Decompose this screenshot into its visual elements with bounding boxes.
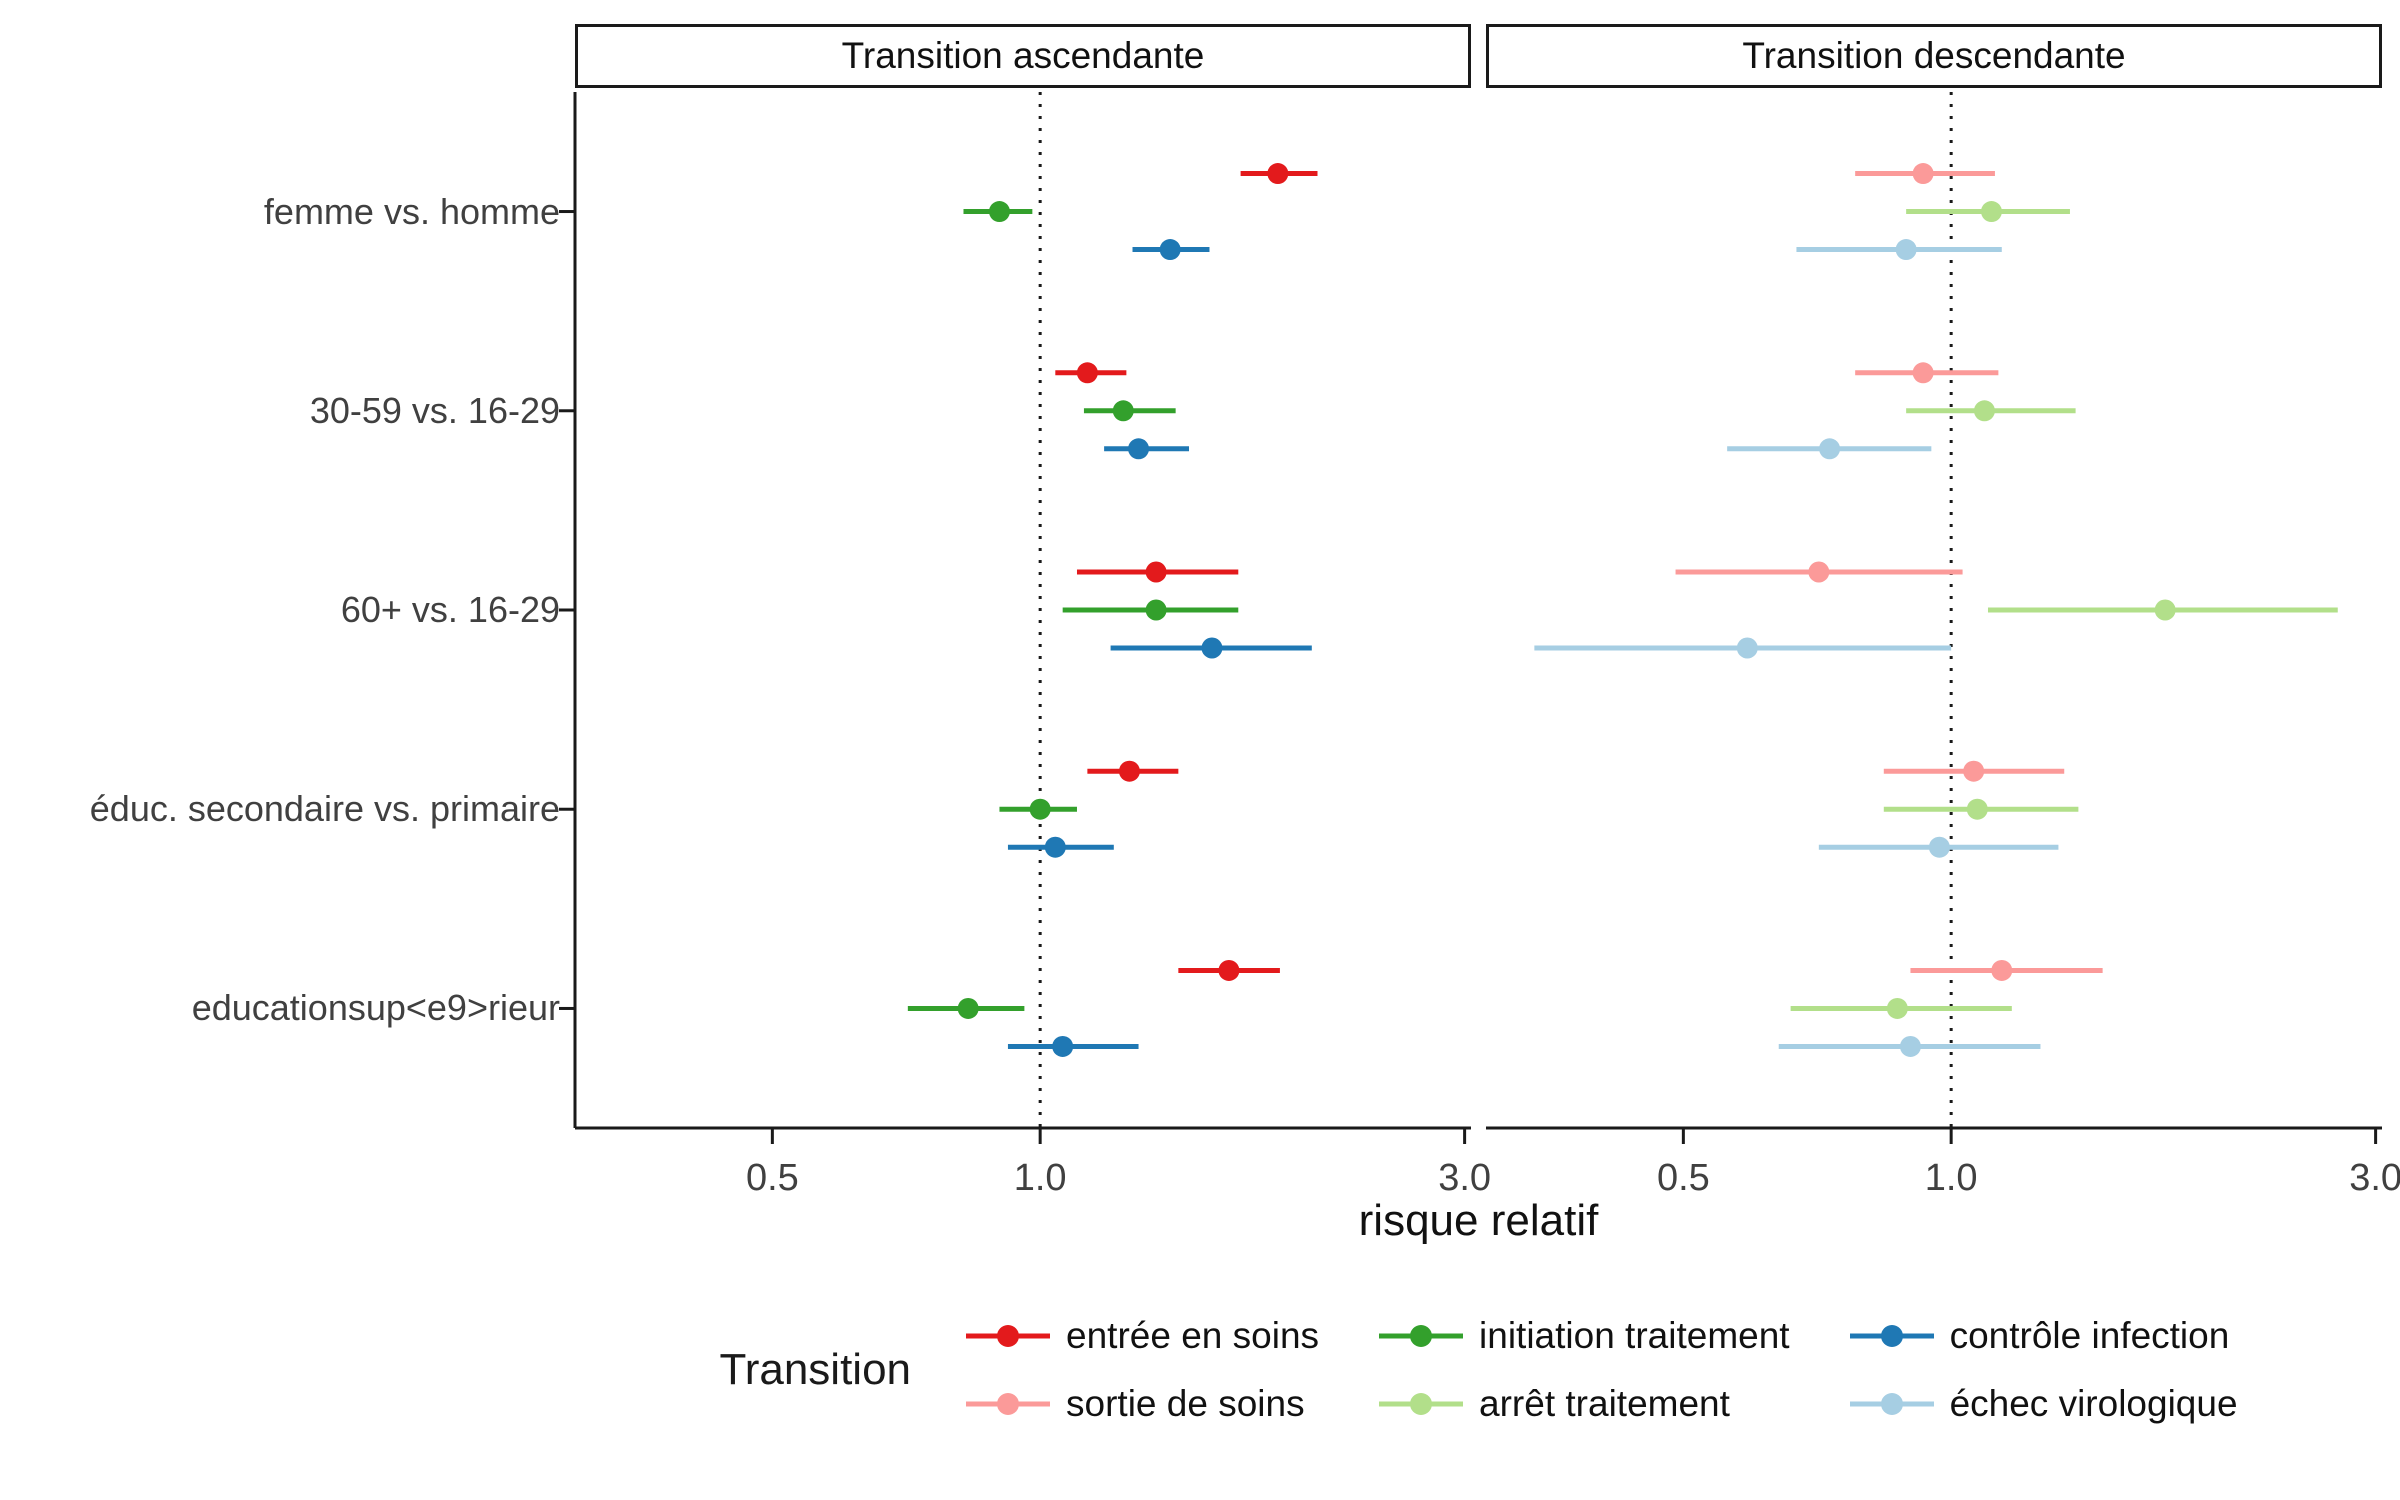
point-estimate	[1963, 760, 1985, 782]
y-axis-label-educ-secondaire-vs-primaire: éduc. secondaire vs. primaire	[89, 788, 560, 830]
x-tick-label: 1.0	[1014, 1157, 1067, 1199]
legend-item-label: arrêt traitement	[1479, 1383, 1730, 1424]
legend-title: Transition	[719, 1345, 912, 1394]
legend-item-label: échec virologique	[1949, 1383, 2238, 1424]
y-axis-label-60-vs-16-29: 60+ vs. 16-29	[340, 589, 560, 630]
point-estimate	[1118, 760, 1140, 782]
point-estimate	[1991, 959, 2013, 981]
legend-key-icon	[1849, 1393, 1934, 1415]
legend-key-icon	[1379, 1325, 1464, 1347]
point-estimate	[1899, 1035, 1921, 1057]
x-tick-label: 3.0	[1438, 1157, 1491, 1199]
point-estimate	[1980, 201, 2002, 223]
legend-key-icon	[1849, 1325, 1934, 1347]
point-estimate	[1928, 836, 1950, 858]
legend-key-icon	[1379, 1393, 1464, 1415]
point-estimate	[1966, 798, 1988, 820]
panel-title: Transition descendante	[1742, 35, 2126, 76]
legend: Transition entrée en soins initiation tra…	[575, 1315, 2382, 1425]
point-estimate	[1052, 1035, 1074, 1057]
point-estimate	[988, 201, 1010, 223]
panel-header-transition-ascendante: Transition ascendante	[575, 24, 1471, 88]
legend-items: entrée en soins initiation traitement cont…	[966, 1315, 2238, 1425]
x-tick-label: 0.5	[746, 1157, 799, 1199]
x-tick-label: 0.5	[1657, 1157, 1710, 1199]
legend-item: sortie de soins	[966, 1383, 1319, 1425]
point-estimate	[1912, 163, 1934, 185]
point-estimate	[1218, 959, 1240, 981]
legend-item: échec virologique	[1849, 1383, 2238, 1425]
point-estimate	[1044, 836, 1066, 858]
point-estimate	[2154, 599, 2176, 621]
legend-key-icon	[966, 1325, 1051, 1347]
legend-item: initiation traitement	[1379, 1315, 1790, 1357]
legend-key-icon	[966, 1393, 1051, 1415]
panel-header-transition-descendante: Transition descendante	[1486, 24, 2382, 88]
y-axis-label-femme-vs-homme: femme vs. homme	[263, 190, 560, 232]
point-estimate	[1145, 561, 1167, 583]
legend-item-label: entrée en soins	[1066, 1315, 1320, 1356]
point-estimate	[1819, 438, 1841, 460]
panel-title: Transition ascendante	[841, 35, 1205, 76]
legend-item: arrêt traitement	[1379, 1383, 1790, 1425]
point-estimate	[1159, 239, 1181, 261]
point-estimate	[1201, 637, 1223, 659]
point-estimate	[1886, 997, 1908, 1019]
point-estimate	[1145, 599, 1167, 621]
point-estimate	[1736, 637, 1758, 659]
x-tick-label: 3.0	[2349, 1157, 2400, 1199]
x-tick-label: 1.0	[1925, 1157, 1978, 1199]
point-estimate	[1076, 362, 1098, 384]
point-estimate	[1267, 163, 1289, 185]
y-axis-label-30-59-vs-16-29: 30-59 vs. 16-29	[309, 389, 560, 431]
point-estimate	[957, 997, 979, 1019]
y-axis-label-education-superieur: educationsup<e9>rieur	[191, 987, 560, 1029]
point-estimate	[1112, 400, 1134, 422]
point-estimate	[1912, 362, 1934, 384]
legend-item: entrée en soins	[966, 1315, 1319, 1357]
point-estimate	[1128, 438, 1150, 460]
x-axis-title: risque relatif	[1358, 1196, 1599, 1245]
point-estimate	[1973, 400, 1995, 422]
point-estimate	[1895, 239, 1917, 261]
point-estimate	[1029, 798, 1051, 820]
legend-item: contrôle infection	[1849, 1315, 2238, 1357]
legend-item-label: sortie de soins	[1066, 1383, 1305, 1424]
legend-item-label: contrôle infection	[1949, 1315, 2230, 1356]
point-estimate	[1808, 561, 1830, 583]
legend-item-label: initiation traitement	[1479, 1315, 1790, 1356]
